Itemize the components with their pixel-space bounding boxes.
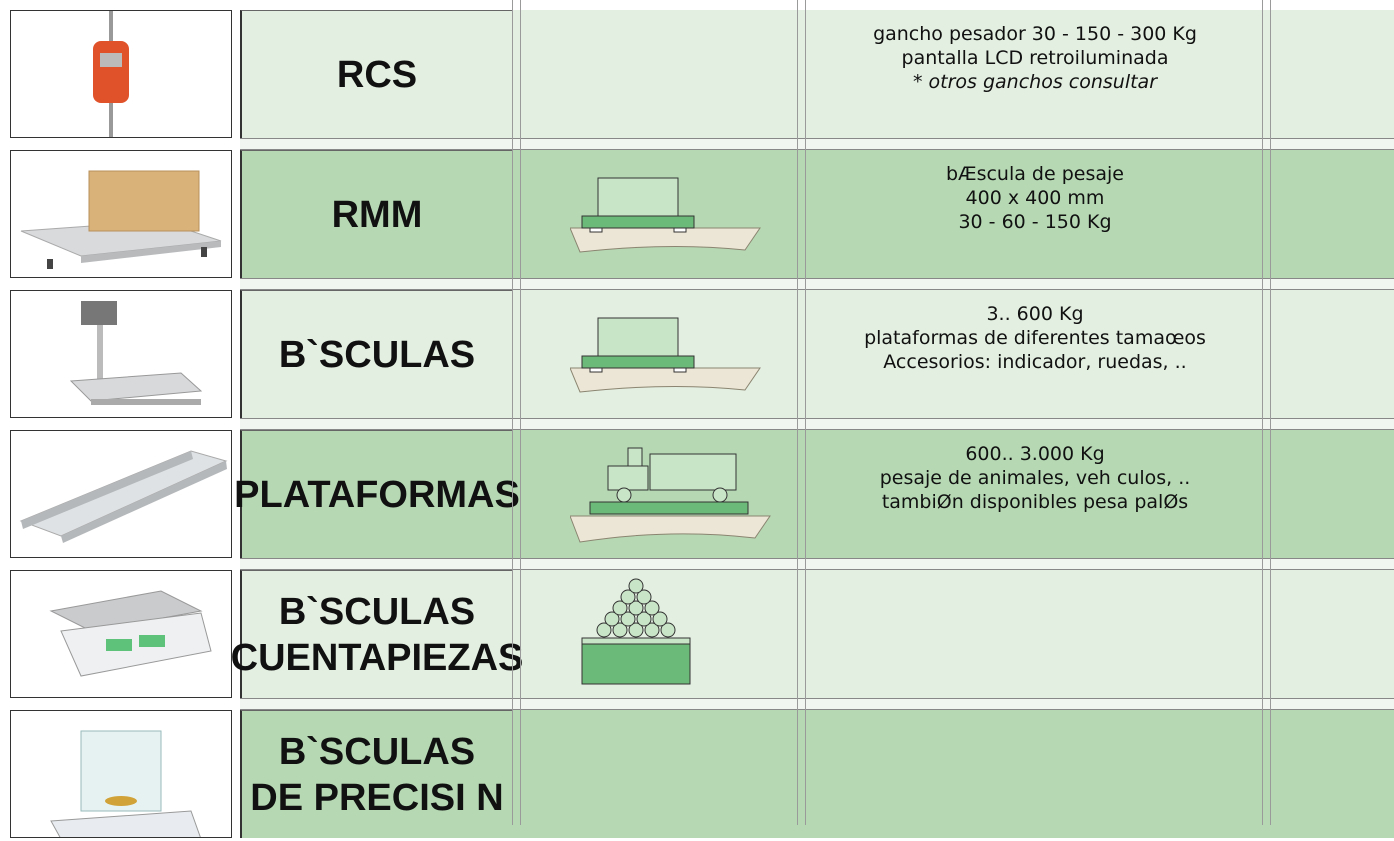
product-name-line: RCS [336,53,418,96]
description-line: bÆscula de pesaje [946,163,1124,185]
scale-icon [570,447,771,543]
row-gap [240,558,1394,570]
description-line: * otros ganchos consultar [912,71,1158,93]
column-rule [1262,0,1263,825]
row-gap [240,698,1394,710]
product-image [10,150,232,278]
description-line: tambiØn disponibles pesa palØs [881,491,1189,513]
column-rule [512,0,513,825]
row-band [240,150,1394,278]
description-line: 3.. 600 Kg [986,303,1084,325]
description-line: 600.. 3.000 Kg [965,443,1105,465]
product-image [10,430,232,558]
scale-icon [581,578,691,685]
product-image [10,570,232,698]
product-name-line: B`SCULAS [278,730,476,773]
product-description [808,710,1262,838]
product-description: bÆscula de pesaje 400 x 400 mm 30 - 60 - 1… [808,150,1262,278]
row-band [240,430,1394,558]
product-photo [69,301,203,405]
product-name: B`SCULAS DE PRECISI N [240,710,512,838]
column-rule [1270,0,1271,825]
product-description: 600.. 3.000 Kg pesaje de animales, veh cu… [808,430,1262,558]
product-name-line: B`SCULAS [278,590,476,633]
row-band [240,290,1394,418]
description-line: gancho pesador 30 - 150 - 300 Kg [873,23,1197,45]
product-name: B`SCULAS [240,290,512,418]
description-line: 400 x 400 mm [965,187,1105,209]
description-line: plataformas de diferentes tamaœos [864,327,1206,349]
product-name-line: CUENTAPIEZAS [230,636,524,679]
product-image [10,710,232,840]
product-name: RCS [240,10,512,138]
row-gap [240,138,1394,150]
product-photo [50,730,202,840]
product-name: RMM [240,150,512,278]
row-band [240,10,1394,138]
product-name: B`SCULAS CUENTAPIEZAS [231,570,523,698]
product-name-line: DE PRECISI N [250,776,504,819]
product-image [10,290,232,418]
column-rule [805,0,806,825]
column-rule [520,0,521,825]
row-gap [240,418,1394,430]
description-line: 30 - 60 - 150 Kg [958,211,1112,233]
product-description: gancho pesador 30 - 150 - 300 Kg pantalla… [808,10,1262,138]
product-photo [19,450,228,543]
product-description: 3.. 600 Kg plataformas de diferentes tama… [808,290,1262,418]
product-name-line: PLATAFORMAS [234,473,520,516]
description-line: pantalla LCD retroiluminada [901,47,1169,69]
product-photo [20,170,222,269]
description-line: pesaje de animales, veh culos, .. [879,467,1191,489]
column-rule [797,0,798,825]
row-band [240,570,1394,698]
product-image [10,10,232,139]
row-gap [240,278,1394,290]
product-description [808,570,1262,698]
product-name-line: B`SCULAS [278,333,476,376]
product-photo [49,590,212,677]
row-band [240,710,1394,838]
scale-icon [570,177,761,253]
product-photo [93,11,129,139]
description-line: Accesorios: indicador, ruedas, .. [883,351,1187,373]
product-name-line: RMM [331,193,423,236]
scale-icon [570,317,761,393]
product-name: PLATAFORMAS [234,430,520,558]
